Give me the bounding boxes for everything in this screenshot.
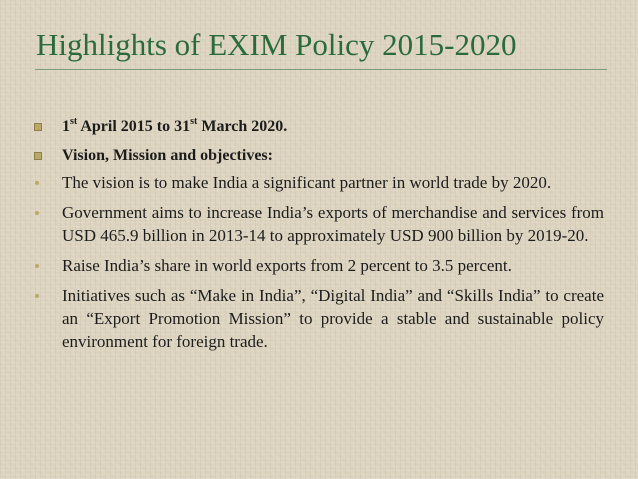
vision-heading: Vision, Mission and objectives:: [62, 147, 273, 164]
square-bullet-icon: [34, 123, 42, 131]
dot-bullet-icon: [35, 264, 39, 268]
date-range-text: 1st April 2015 to 31st March 2020.: [62, 115, 288, 135]
point-text: Raise India’s share in world exports fro…: [62, 256, 512, 275]
point-text: The vision is to make India a significan…: [62, 173, 552, 192]
list-item-vision-heading: Vision, Mission and objectives:: [34, 145, 604, 166]
list-item-vision: The vision is to make India a significan…: [34, 171, 604, 194]
point-text: Initiatives such as “Make in India”, “Di…: [62, 286, 604, 351]
point-text: Government aims to increase India’s expo…: [62, 203, 604, 245]
list-item-exports: Government aims to increase India’s expo…: [34, 201, 604, 247]
title-divider: [35, 69, 607, 70]
list-item-date-range: 1st April 2015 to 31st March 2020.: [34, 116, 604, 137]
list-item-share: Raise India’s share in world exports fro…: [34, 254, 604, 277]
dot-bullet-icon: [35, 211, 39, 215]
dot-bullet-icon: [35, 181, 39, 185]
slide-body: 1st April 2015 to 31st March 2020. Visio…: [34, 116, 604, 353]
slide-title: Highlights of EXIM Policy 2015-2020: [36, 27, 517, 62]
dot-bullet-icon: [35, 294, 39, 298]
square-bullet-icon: [34, 152, 42, 160]
list-item-initiatives: Initiatives such as “Make in India”, “Di…: [34, 284, 604, 353]
